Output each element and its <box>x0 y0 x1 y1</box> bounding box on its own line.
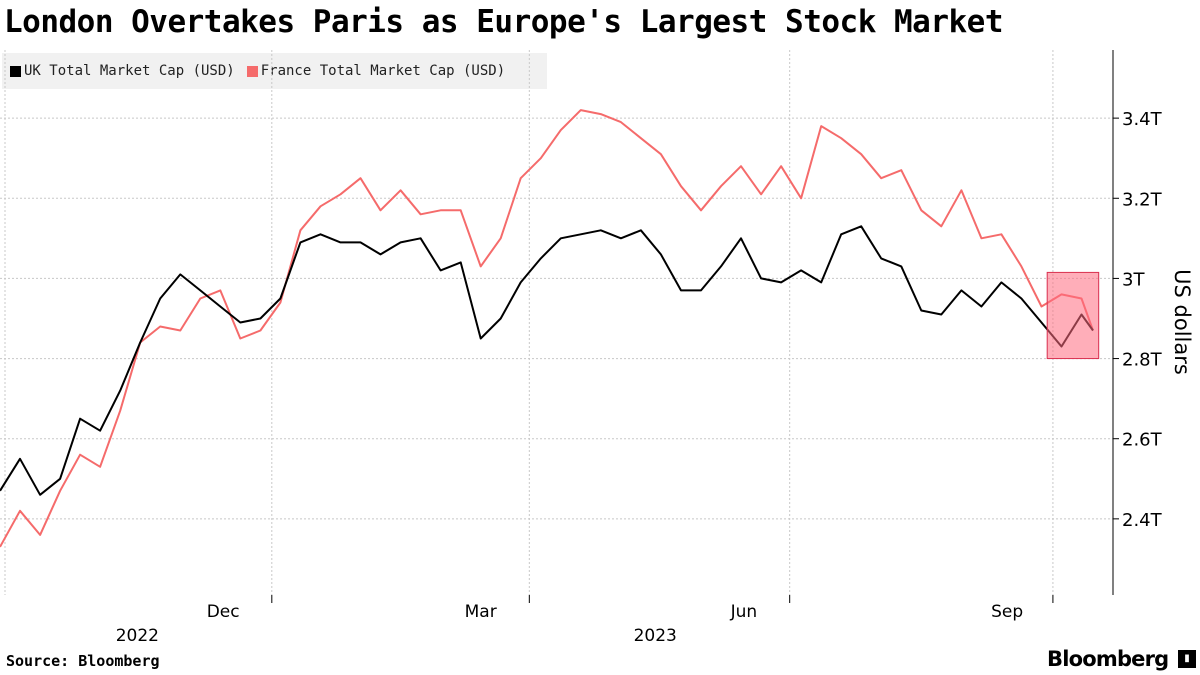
legend: UK Total Market Cap (USD) France Total M… <box>2 53 547 89</box>
x-tick-label: Sep <box>991 602 1023 622</box>
y-tick-label: 2.4T <box>1122 510 1163 531</box>
legend-label-uk: UK Total Market Cap (USD) <box>24 63 235 79</box>
x-year-label: 2023 <box>634 626 677 646</box>
x-tick-label: Mar <box>465 602 497 622</box>
legend-swatch-france <box>246 65 258 77</box>
y-axis-label: US dollars <box>1170 269 1194 375</box>
y-tick-label: 2.6T <box>1122 430 1163 451</box>
chart-title: London Overtakes Paris as Europe's Large… <box>4 4 1004 40</box>
y-tick-label: 3T <box>1122 269 1145 290</box>
highlight-box <box>1046 271 1100 360</box>
legend-item-france: France Total Market Cap (USD) <box>246 63 506 79</box>
y-tick-label: 3.4T <box>1122 109 1163 130</box>
legend-swatch-uk <box>10 65 21 77</box>
x-tick-label: Jun <box>730 602 758 622</box>
legend-item-uk: UK Total Market Cap (USD) <box>10 63 235 79</box>
x-tick-label: Dec <box>207 602 240 622</box>
series-line-uk <box>0 225 1094 496</box>
series-line-france <box>0 109 1094 548</box>
bloomberg-logo: Bloomberg <box>1047 647 1169 671</box>
x-year-label: 2022 <box>116 626 159 646</box>
source-note: Source: Bloomberg <box>6 652 160 670</box>
y-tick-label: 3.2T <box>1122 189 1163 210</box>
y-tick-label: 2.8T <box>1122 350 1163 371</box>
bloomberg-terminal-icon: ▮ <box>1178 650 1196 668</box>
legend-label-france: France Total Market Cap (USD) <box>260 63 506 79</box>
